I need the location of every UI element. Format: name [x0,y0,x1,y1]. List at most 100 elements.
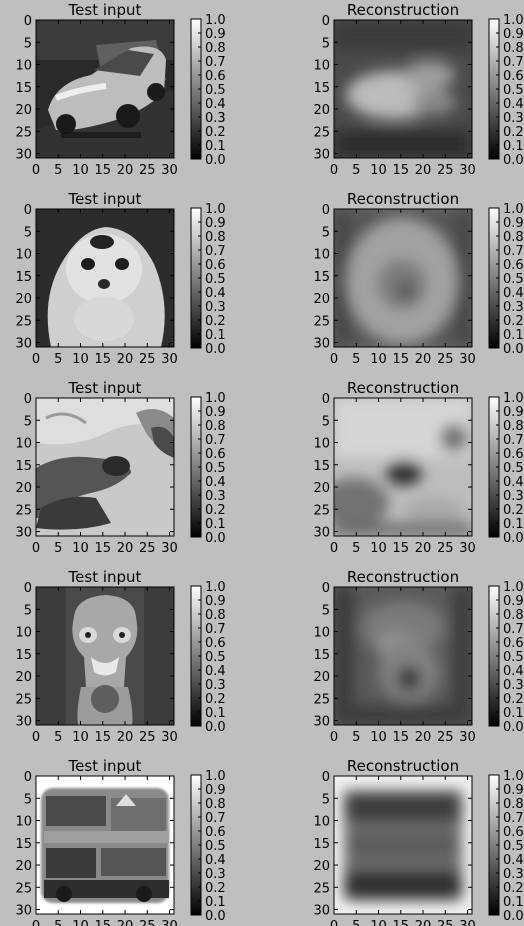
x-tick-label: 25 [437,919,454,926]
colorbar-tick-label: 0.0 [503,531,524,546]
x-tick-label: 30 [459,352,476,367]
y-tick-label: 10 [15,248,32,263]
y-tick-label: 0 [24,392,32,407]
x-tick-label: 0 [330,919,338,926]
colorbar-tick-label: 0.2 [503,125,524,140]
x-tick-label: 20 [117,163,134,178]
colorbar-tick-label: 1.0 [205,769,226,784]
colorbar-tick-label: 0.8 [503,419,524,434]
x-tick-label: 5 [54,541,62,556]
x-tick-label: 10 [370,730,387,745]
y-tick-label: 30 [15,715,32,730]
y-tick-label: 30 [15,148,32,163]
colorbar-tick-label: 0.5 [503,83,524,98]
image-car [35,19,175,159]
x-tick-label: 10 [72,352,89,367]
colorbar-tick-label: 0.9 [503,27,524,42]
panel-title: Test input [68,1,142,19]
colorbar-tick-label: 0.2 [205,125,226,140]
x-tick-label: 0 [32,730,40,745]
y-tick-label: 5 [322,414,330,429]
x-tick-label: 0 [32,352,40,367]
y-tick-label: 0 [322,392,330,407]
x-tick-label: 25 [139,163,156,178]
x-tick-label: 5 [352,352,360,367]
y-tick-label: 15 [313,837,330,852]
colorbar-tick-label: 0.4 [503,97,524,112]
colorbar-tick-label: 0.4 [205,853,226,868]
y-tick-label: 20 [15,103,32,118]
x-tick-label: 20 [415,919,432,926]
colorbar-tick-label: 0.4 [503,853,524,868]
y-tick-label: 10 [313,59,330,74]
colorbar-tick-label: 0.8 [503,608,524,623]
colorbar-tick-label: 0.3 [503,867,524,882]
x-tick-label: 5 [54,730,62,745]
colorbar-tick-label: 0.8 [503,797,524,812]
x-tick-label: 20 [117,352,134,367]
y-tick-label: 5 [322,36,330,51]
colorbar-tick-label: 0.0 [503,342,524,357]
y-tick-label: 15 [15,648,32,663]
colorbar-tick-label: 0.0 [205,531,226,546]
image-truck-blur [333,775,473,915]
x-tick-label: 0 [330,730,338,745]
x-tick-label: 15 [393,919,410,926]
colorbar-tick-label: 0.7 [205,244,226,259]
x-tick-label: 20 [415,163,432,178]
x-tick-label: 20 [117,730,134,745]
colorbar-tick-label: 0.4 [205,664,226,679]
colorbar-tick-label: 0.1 [205,139,226,154]
y-tick-label: 10 [313,626,330,641]
x-tick-label: 0 [330,541,338,556]
x-tick-label: 15 [95,352,112,367]
colorbar-tick-label: 0.2 [503,503,524,518]
colorbar-tick-label: 0.1 [503,139,524,154]
y-tick-label: 5 [24,36,32,51]
x-tick-label: 30 [161,163,178,178]
colorbar-tick-label: 0.6 [205,447,226,462]
x-tick-label: 30 [459,541,476,556]
colorbar-tick-label: 0.3 [503,300,524,315]
colorbar-tick-label: 0.2 [205,692,226,707]
colorbar-tick-label: 0.4 [503,286,524,301]
colorbar-tick-label: 0.2 [205,881,226,896]
y-tick-label: 20 [313,481,330,496]
y-tick-label: 10 [15,437,32,452]
image-truck [35,775,175,915]
colorbar-tick-label: 1.0 [205,202,226,217]
x-tick-label: 25 [139,352,156,367]
y-tick-label: 25 [313,314,330,329]
colorbar-tick-label: 0.5 [503,272,524,287]
colorbar-tick-label: 0.3 [205,678,226,693]
y-tick-label: 20 [313,859,330,874]
colorbar-tick-label: 0.3 [503,678,524,693]
y-tick-label: 10 [15,626,32,641]
x-tick-label: 10 [370,163,387,178]
axes-frame [333,208,473,348]
colorbar-tick-label: 0.0 [205,909,226,924]
colorbar-tick-label: 1.0 [503,769,524,784]
y-tick-label: 15 [15,837,32,852]
colorbar-tick-label: 1.0 [503,13,524,28]
y-tick-label: 25 [313,125,330,140]
x-tick-label: 15 [393,730,410,745]
x-tick-label: 20 [415,352,432,367]
colorbar-tick-label: 0.1 [503,328,524,343]
x-tick-label: 25 [437,163,454,178]
y-tick-label: 15 [15,459,32,474]
colorbar-tick-label: 0.5 [205,83,226,98]
x-tick-label: 10 [72,541,89,556]
colorbar-tick-label: 1.0 [503,202,524,217]
colorbar-tick-label: 0.1 [503,517,524,532]
colorbar-tick-label: 0.5 [503,839,524,854]
y-tick-label: 5 [322,225,330,240]
y-tick-label: 0 [322,770,330,785]
panel-title: Reconstruction [347,379,459,397]
colorbar-tick-label: 0.2 [503,692,524,707]
x-tick-label: 10 [370,352,387,367]
y-tick-label: 30 [313,904,330,919]
x-tick-label: 25 [139,541,156,556]
